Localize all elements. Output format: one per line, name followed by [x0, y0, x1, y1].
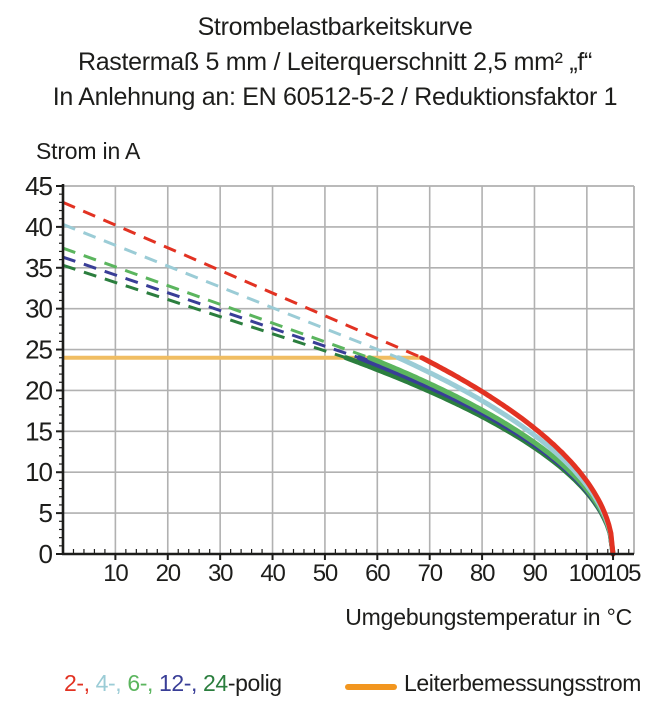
x-tick-label-50: 50 — [313, 560, 338, 587]
rated-current-line-swatch — [345, 684, 397, 690]
page-subtitle-standard: In Anlehnung an: EN 60512-5-2 / Reduktio… — [52, 83, 618, 111]
legend-pole-24-polig: 24 — [203, 670, 228, 696]
y-tick-label-35: 35 — [25, 253, 52, 283]
legend-pole-2-polig: 2-, — [64, 670, 90, 696]
legend-pole-6-polig: 6-, — [127, 670, 153, 696]
legend-pole-suffix: -polig — [227, 670, 282, 696]
y-tick-label-45: 45 — [25, 171, 52, 201]
y-tick-label-10: 10 — [25, 457, 52, 487]
series-dashed-24-polig — [62, 263, 347, 360]
x-tick-label-105: 105 — [604, 560, 641, 587]
y-axis-title: Strom in A — [36, 138, 141, 164]
x-tick-label-30: 30 — [208, 560, 233, 587]
series-solid-6-polig — [367, 355, 616, 557]
legend-pole-12-polig: 12-, — [158, 670, 198, 696]
y-tick-label-40: 40 — [25, 212, 52, 242]
x-axis-title: Umgebungstemperatur in °C — [345, 604, 632, 630]
legend-pole-4-polig: 4-, — [95, 670, 122, 696]
series-solid-12-polig — [356, 355, 616, 557]
y-tick-label-15: 15 — [25, 416, 52, 446]
title-block: Strombelastbarkeitskurve Rastermaß 5 mm … — [0, 10, 670, 115]
x-tick-label-70: 70 — [418, 560, 443, 587]
series-dashed-4-polig — [62, 223, 399, 360]
x-tick-label-100: 100 — [569, 560, 606, 587]
x-tick-label-60: 60 — [365, 560, 390, 587]
x-tick-label-20: 20 — [156, 560, 181, 587]
x-tick-label-90: 90 — [522, 560, 547, 587]
page-title: Strombelastbarkeitskurve — [197, 13, 473, 41]
series-dashed-6-polig — [62, 246, 370, 360]
y-tick-label-5: 5 — [39, 498, 53, 528]
x-tick-label-10: 10 — [103, 560, 128, 587]
legend-pole-counts: 2-, 4-, 6-, 12-, 24-polig — [64, 670, 282, 697]
y-tick-label-20: 20 — [25, 375, 52, 405]
y-tick-label-0: 0 — [39, 539, 53, 569]
series-solid-4-polig — [395, 355, 616, 557]
y-tick-label-30: 30 — [25, 294, 52, 324]
series-dashed-2-polig — [62, 200, 423, 360]
page-subtitle-spec: Rastermaß 5 mm / Leiterquerschnitt 2,5 m… — [77, 48, 593, 76]
series-solid-2-polig — [419, 355, 616, 557]
rated-current-label: Leiterbemessungsstrom — [404, 670, 642, 696]
y-tick-label-25: 25 — [25, 335, 52, 365]
series-dashed-12-polig — [62, 255, 360, 360]
x-tick-label-80: 80 — [470, 560, 495, 587]
x-tick-label-40: 40 — [260, 560, 285, 587]
